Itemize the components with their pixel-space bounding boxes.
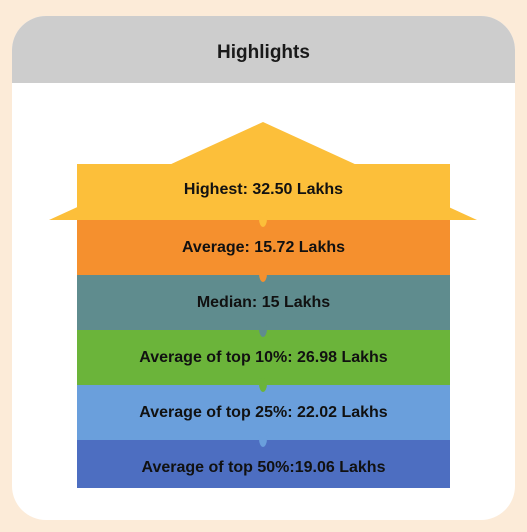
level-top10: Average of top 10%: 26.98 Lakhs bbox=[77, 330, 450, 385]
connector-drop bbox=[259, 433, 267, 447]
level-highest-label: Highest: 32.50 Lakhs bbox=[183, 181, 344, 198]
level-median-label: Median: 15 Lakhs bbox=[196, 294, 331, 311]
highlights-card: Highlights Highest: 32.50 Lakhs Average:… bbox=[12, 16, 515, 520]
house-diagram: Highest: 32.50 Lakhs Average: 15.72 Lakh… bbox=[12, 16, 515, 520]
level-top25-label: Average of top 25%: 22.02 Lakhs bbox=[139, 404, 388, 421]
level-top25: Average of top 25%: 22.02 Lakhs bbox=[77, 385, 450, 440]
level-top50-label: Average of top 50%:19.06 Lakhs bbox=[141, 459, 386, 476]
roof-base bbox=[77, 164, 450, 220]
connector-drop bbox=[259, 268, 267, 282]
connector-drop bbox=[259, 378, 267, 392]
connector-drop bbox=[259, 323, 267, 337]
level-median: Median: 15 Lakhs bbox=[77, 275, 450, 330]
level-average: Average: 15.72 Lakhs bbox=[77, 220, 450, 275]
connector-drop bbox=[259, 213, 267, 227]
level-top50: Average of top 50%:19.06 Lakhs bbox=[77, 440, 450, 488]
level-top10-label: Average of top 10%: 26.98 Lakhs bbox=[139, 349, 388, 366]
card-header: Highlights bbox=[12, 16, 515, 83]
card-title: Highlights bbox=[217, 41, 310, 63]
level-average-label: Average: 15.72 Lakhs bbox=[181, 239, 346, 256]
